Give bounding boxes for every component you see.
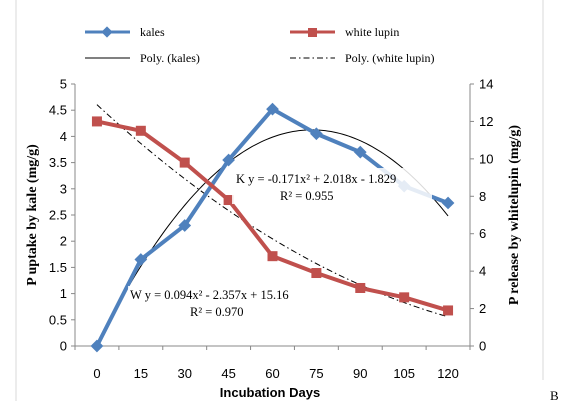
legend-poly-lupin-label: Poly. (white lupin) <box>345 51 435 65</box>
legend-kales-marker <box>101 26 113 38</box>
point-white-lupin <box>223 195 234 206</box>
tick-x-label: 90 <box>353 366 367 381</box>
tick-right-label: 0 <box>479 339 486 354</box>
tick-left-label: 0 <box>60 339 67 354</box>
tick-left-label: 3 <box>60 181 67 196</box>
tick-x-label: 105 <box>393 366 415 381</box>
tick-x-label: 45 <box>221 366 235 381</box>
tick-left-label: 2.5 <box>49 208 67 223</box>
kale-r-squared: R² = 0.955 <box>280 189 334 203</box>
tick-left-label: 5 <box>60 77 67 92</box>
tick-left-label: 1.5 <box>49 260 67 275</box>
point-kales <box>441 196 455 210</box>
page-edge-letter: B <box>550 388 559 401</box>
point-kales <box>222 153 235 167</box>
tick-left-label: 0.5 <box>49 312 67 327</box>
tick-x-label: 75 <box>309 366 323 381</box>
tick-left-label: 3.5 <box>49 155 67 170</box>
point-kales <box>90 339 104 353</box>
tick-x-label: 0 <box>93 366 100 381</box>
point-white-lupin <box>91 116 102 127</box>
tick-x-label: 120 <box>437 366 459 381</box>
tick-right-label: 6 <box>479 226 486 241</box>
series-line-white-lupin <box>96 119 449 313</box>
trendline-kales <box>96 129 449 346</box>
point-white-lupin <box>355 282 366 293</box>
tick-right-label: 14 <box>479 77 493 92</box>
tick-right-label: 12 <box>479 114 493 129</box>
point-kales <box>266 102 279 116</box>
x-axis-title: Incubation Days <box>220 385 320 400</box>
legend-lupin-marker <box>308 28 317 37</box>
tick-right-label: 8 <box>479 189 486 204</box>
ticks-left: 0 0.5 1 1.5 2 2.5 3 3.5 4 4.5 5 <box>49 77 75 354</box>
trendline-white-lupin <box>96 104 449 318</box>
point-kales <box>310 127 323 141</box>
legend-lupin-label: white lupin <box>345 25 399 39</box>
tick-right-label: 10 <box>479 151 493 166</box>
kale-equation: K y = -0.171x² + 2.018x - 1.829 <box>236 172 396 186</box>
point-white-lupin <box>311 268 322 279</box>
tick-left-label: 4 <box>60 129 67 144</box>
point-kales <box>178 219 192 232</box>
point-white-lupin <box>399 292 410 303</box>
tick-x-label: 60 <box>265 366 279 381</box>
tick-left-label: 4.5 <box>49 103 67 118</box>
ticks-right: 0 2 4 6 8 10 12 14 <box>470 77 493 354</box>
trendlines <box>96 104 449 346</box>
point-kales <box>353 145 367 159</box>
tick-x-label: 30 <box>177 366 191 381</box>
lupin-r-squared: R² = 0.970 <box>190 305 244 319</box>
tick-left-label: 2 <box>60 234 67 249</box>
point-white-lupin <box>179 157 190 168</box>
point-white-lupin <box>135 125 146 136</box>
tick-right-label: 4 <box>479 264 486 279</box>
lupin-equation: W y = 0.094x² - 2.357x + 15.16 <box>130 288 289 302</box>
legend: kales white lupin Poly. (kales) Poly. (w… <box>85 25 435 65</box>
y-axis-title-left: P uptake by kale (mg/g) <box>25 144 40 286</box>
annotations: K y = -0.171x² + 2.018x - 1.829 R² = 0.9… <box>128 168 432 320</box>
ticks-x: 0 15 30 45 60 75 90 105 120 <box>74 346 471 381</box>
legend-kales-label: kales <box>140 25 165 39</box>
point-white-lupin <box>443 305 454 316</box>
point-white-lupin <box>267 251 278 262</box>
tick-x-label: 15 <box>134 366 148 381</box>
y-axis-title-right: P release by whitelupin (mg/g) <box>507 125 522 306</box>
lupin-eq-backdrop <box>128 286 318 320</box>
kale-eq-backdrop <box>232 168 432 204</box>
tick-right-label: 2 <box>479 301 486 316</box>
legend-poly-kales-label: Poly. (kales) <box>140 51 200 65</box>
tick-left-label: 1 <box>60 286 67 301</box>
